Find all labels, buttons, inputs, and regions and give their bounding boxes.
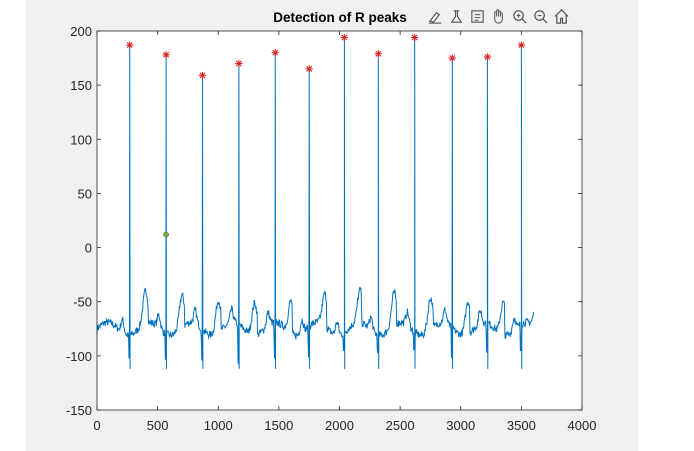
r-peak-marker [448,54,456,62]
data-point-marker [163,231,169,238]
x-tick-label: 2000 [325,418,354,433]
home-icon[interactable] [551,6,571,26]
axes-toolbar [425,6,571,26]
x-tick-label: 3500 [507,418,536,433]
x-tick-label: 0 [93,418,100,433]
tick-layer: 0 500 1000 1500 2000 2500 3000 3500 4000-150-100… [66,24,596,433]
y-tick-label: 150 [70,78,92,93]
y-tick-label: 50 [78,186,92,201]
r-peak-marker [126,41,134,49]
x-tick-label: 4000 [568,418,597,433]
r-peak-marker [374,50,382,58]
x-tick-label: 1000 [204,418,233,433]
y-tick-label: 200 [70,24,92,39]
r-peak-marker [517,41,525,49]
y-tick-label: 100 [70,132,92,147]
y-tick-label: -100 [66,349,92,364]
r-peak-marker [305,65,313,73]
data-tips-icon[interactable] [446,6,466,26]
r-peak-marker [235,59,243,68]
zoom-in-icon[interactable] [509,6,529,26]
r-peak-marker [483,53,492,61]
r-peak-marker [271,49,279,57]
pan-icon[interactable] [488,6,508,26]
axes-background [97,31,582,410]
x-tick-label: 2500 [386,418,415,433]
r-peak-marker [411,33,419,42]
x-tick-label: 1500 [264,418,293,433]
x-tick-label: 3000 [446,418,475,433]
r-peak-marker [340,33,348,42]
r-peak-marker [198,71,207,79]
zoom-out-icon[interactable] [530,6,550,26]
brush-icon[interactable] [425,6,445,26]
y-tick-label: -150 [66,403,92,418]
marker-layer [126,33,525,238]
signal-layer [96,37,534,369]
chart-title: Detection of R peaks [273,10,407,25]
x-tick-label: 500 [147,418,169,433]
y-tick-label: 0 [85,241,92,256]
legend-icon[interactable] [467,6,487,26]
r-peak-marker [162,51,170,59]
y-tick-label: -50 [73,295,92,310]
ecg-signal-line [96,37,534,369]
